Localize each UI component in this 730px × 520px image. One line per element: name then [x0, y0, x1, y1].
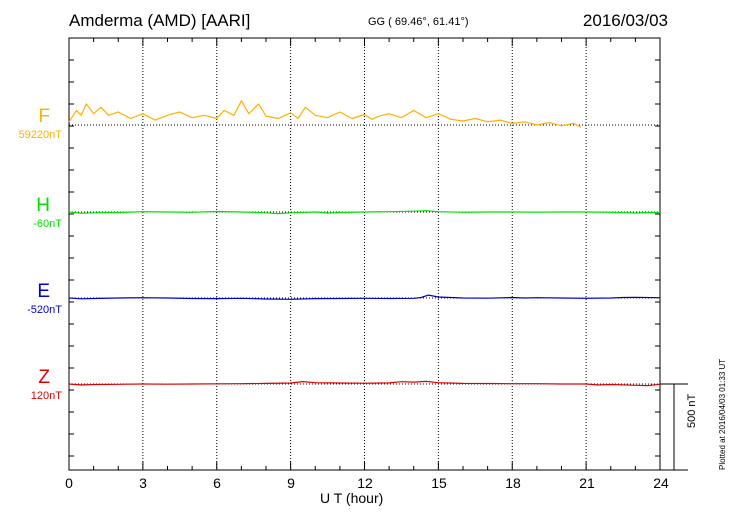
- x-tick-label: 21: [579, 475, 595, 491]
- station-title: Amderma (AMD) [AARI]: [69, 11, 251, 30]
- series-line-h: [68, 210, 661, 215]
- plotted-timestamp: Plotted at 2016/04/03 01:33 UT: [718, 358, 727, 470]
- channel-baseline-f: 59220nT: [18, 129, 62, 141]
- x-tick-label: 15: [431, 475, 447, 491]
- x-tick-label: 18: [505, 475, 521, 491]
- x-tick-label: 12: [357, 475, 373, 491]
- scale-bar-label: 500 nT: [686, 393, 698, 428]
- channel-baseline-e: -520nT: [27, 304, 62, 316]
- date-label: 2016/03/03: [582, 11, 668, 30]
- x-tick-label: 9: [287, 475, 295, 491]
- series-line-z: [68, 380, 661, 387]
- channel-label-z: Z: [38, 367, 50, 388]
- x-axis-label: U T (hour): [320, 490, 384, 506]
- coordinates-label: GG ( 69.46°, 61.41°): [368, 16, 469, 28]
- channel-baseline-z: 120nT: [30, 390, 62, 402]
- x-tick-label: 3: [139, 475, 147, 491]
- channel-label-f: F: [38, 106, 50, 127]
- x-tick-label: 0: [65, 475, 73, 491]
- series-line-e: [68, 294, 661, 300]
- channel-label-e: E: [37, 281, 50, 302]
- x-tick-label: 6: [213, 475, 221, 491]
- channel-baseline-h: -60nT: [33, 218, 62, 230]
- series-line-f: [68, 100, 582, 128]
- channel-label-h: H: [36, 195, 50, 216]
- x-tick-label: 24: [653, 475, 669, 491]
